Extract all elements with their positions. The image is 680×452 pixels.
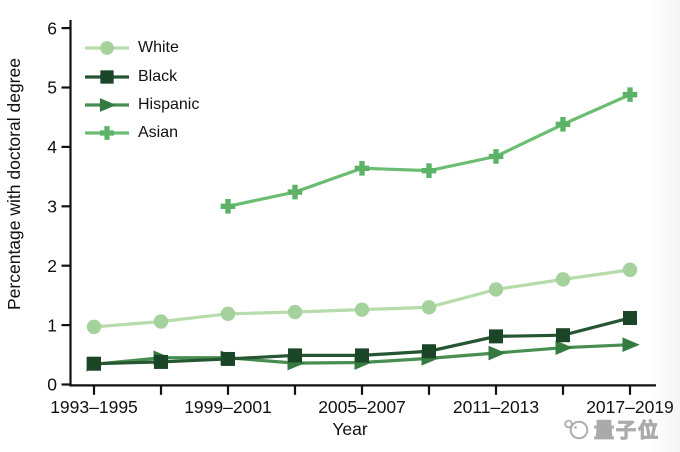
x-tick-label: 1993–1995 bbox=[50, 397, 138, 417]
y-tick-label: 1 bbox=[47, 315, 57, 335]
data-point-black bbox=[355, 348, 369, 363]
data-point-hispanic bbox=[622, 337, 640, 353]
data-point-black bbox=[87, 356, 101, 371]
circle-marker-icon bbox=[85, 41, 129, 56]
data-point-asian bbox=[354, 160, 370, 176]
data-point-asian bbox=[421, 163, 437, 178]
data-point-hispanic bbox=[488, 345, 506, 361]
data-point-asian bbox=[488, 149, 504, 164]
data-point-white bbox=[354, 302, 370, 317]
x-axis-title: Year bbox=[332, 419, 368, 439]
plus-marker-icon bbox=[85, 126, 129, 141]
data-point-black bbox=[288, 348, 302, 363]
data-point-black bbox=[422, 344, 436, 359]
y-tick-label: 5 bbox=[47, 78, 57, 98]
data-point-hispanic bbox=[555, 340, 573, 355]
circle-glyph bbox=[100, 41, 114, 56]
square-marker-icon bbox=[85, 69, 129, 84]
data-point-white bbox=[86, 319, 102, 335]
legend-label-asian: Asian bbox=[138, 124, 179, 142]
y-tick-label: 2 bbox=[47, 256, 57, 276]
legend-item-white: White bbox=[84, 34, 199, 62]
data-point-white bbox=[287, 304, 303, 320]
data-point-white bbox=[153, 314, 169, 329]
y-tick-label: 6 bbox=[47, 18, 57, 38]
x-tick-label: 2011–2013 bbox=[453, 397, 539, 417]
data-point-white bbox=[421, 300, 437, 315]
data-point-asian bbox=[220, 199, 236, 214]
watermark: 量子位 bbox=[563, 414, 660, 443]
triangle-right-glyph bbox=[99, 98, 117, 112]
square-glyph bbox=[100, 69, 114, 84]
watermark-text: 量子位 bbox=[594, 420, 660, 443]
triangle-right-marker-icon bbox=[85, 98, 129, 112]
legend-label-white: White bbox=[138, 39, 179, 57]
legend-item-black: Black bbox=[84, 62, 199, 90]
data-point-asian bbox=[622, 87, 638, 102]
data-point-asian bbox=[287, 184, 303, 200]
x-tick-label: 2005–2007 bbox=[318, 397, 406, 417]
data-point-white bbox=[622, 262, 638, 278]
x-tick-label: 2017–2019 bbox=[586, 397, 674, 417]
series-line-white bbox=[93, 268, 631, 329]
y-tick-label: 4 bbox=[47, 137, 57, 157]
data-point-white bbox=[488, 282, 504, 297]
data-point-asian bbox=[555, 117, 571, 132]
data-point-black bbox=[221, 351, 235, 366]
data-point-black bbox=[489, 329, 503, 344]
data-point-black bbox=[154, 354, 168, 369]
y-tick-label: 0 bbox=[47, 375, 57, 395]
data-point-black bbox=[556, 328, 570, 343]
legend-label-black: Black bbox=[138, 67, 178, 85]
y-tick-label: 3 bbox=[47, 197, 57, 217]
x-tick-label: 1999–2001 bbox=[184, 397, 272, 417]
legend-item-hispanic: Hispanic bbox=[84, 91, 199, 119]
legend-label-hispanic: Hispanic bbox=[138, 95, 200, 113]
data-point-black bbox=[623, 310, 637, 325]
plus-glyph bbox=[100, 126, 114, 141]
data-point-white bbox=[220, 306, 236, 322]
legend: White Black Hispanic Asian bbox=[84, 34, 199, 148]
y-axis-title: Percentage with doctoral degree bbox=[4, 58, 24, 310]
qbitai-logo-icon bbox=[564, 419, 589, 439]
data-point-white bbox=[555, 272, 571, 287]
legend-item-asian: Asian bbox=[84, 119, 199, 147]
